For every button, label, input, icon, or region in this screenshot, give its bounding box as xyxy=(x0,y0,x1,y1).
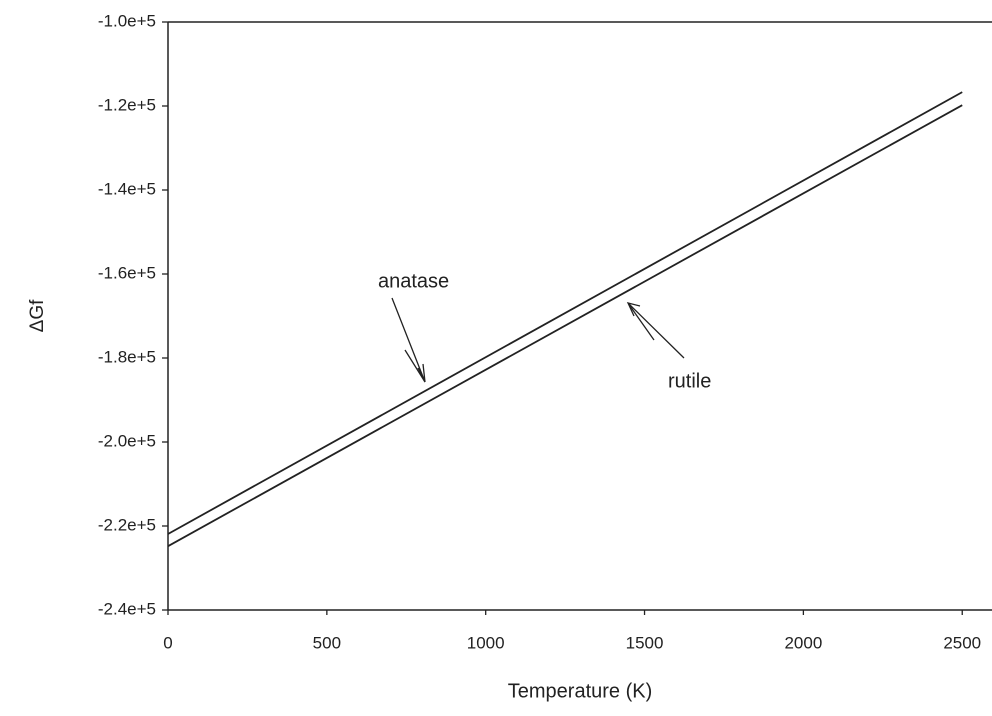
x-tick-label: 500 xyxy=(313,633,341,652)
arrow xyxy=(404,349,426,383)
x-tick-label: 1500 xyxy=(626,633,664,652)
x-tick-label: 1000 xyxy=(467,633,505,652)
annotation: rutile xyxy=(668,370,711,392)
y-tick-label: -1.0e+5 xyxy=(98,11,156,30)
x-axis-label: Temperature (K) xyxy=(508,680,653,702)
arrow xyxy=(626,302,685,359)
y-tick-label: -1.4e+5 xyxy=(98,179,156,198)
x-tick-label: 0 xyxy=(163,633,172,652)
y-tick-label: -2.4e+5 xyxy=(98,599,156,618)
series-line xyxy=(167,104,963,547)
y-tick-label: -1.6e+5 xyxy=(98,263,156,282)
y-tick-label: -2.2e+5 xyxy=(98,515,156,534)
arrow xyxy=(391,297,426,383)
x-tick-label: 2000 xyxy=(784,633,822,652)
x-tick-label: 2500 xyxy=(943,633,981,652)
y-tick-label: -1.2e+5 xyxy=(98,95,156,114)
annotation-arrows xyxy=(391,297,685,383)
arrow xyxy=(629,305,655,341)
series-line xyxy=(167,91,963,535)
y-tick-label: -2.0e+5 xyxy=(98,431,156,450)
y-axis-label: ΔGf xyxy=(27,299,48,332)
annotation: anatase xyxy=(378,270,449,292)
y-tick-label: -1.8e+5 xyxy=(98,347,156,366)
